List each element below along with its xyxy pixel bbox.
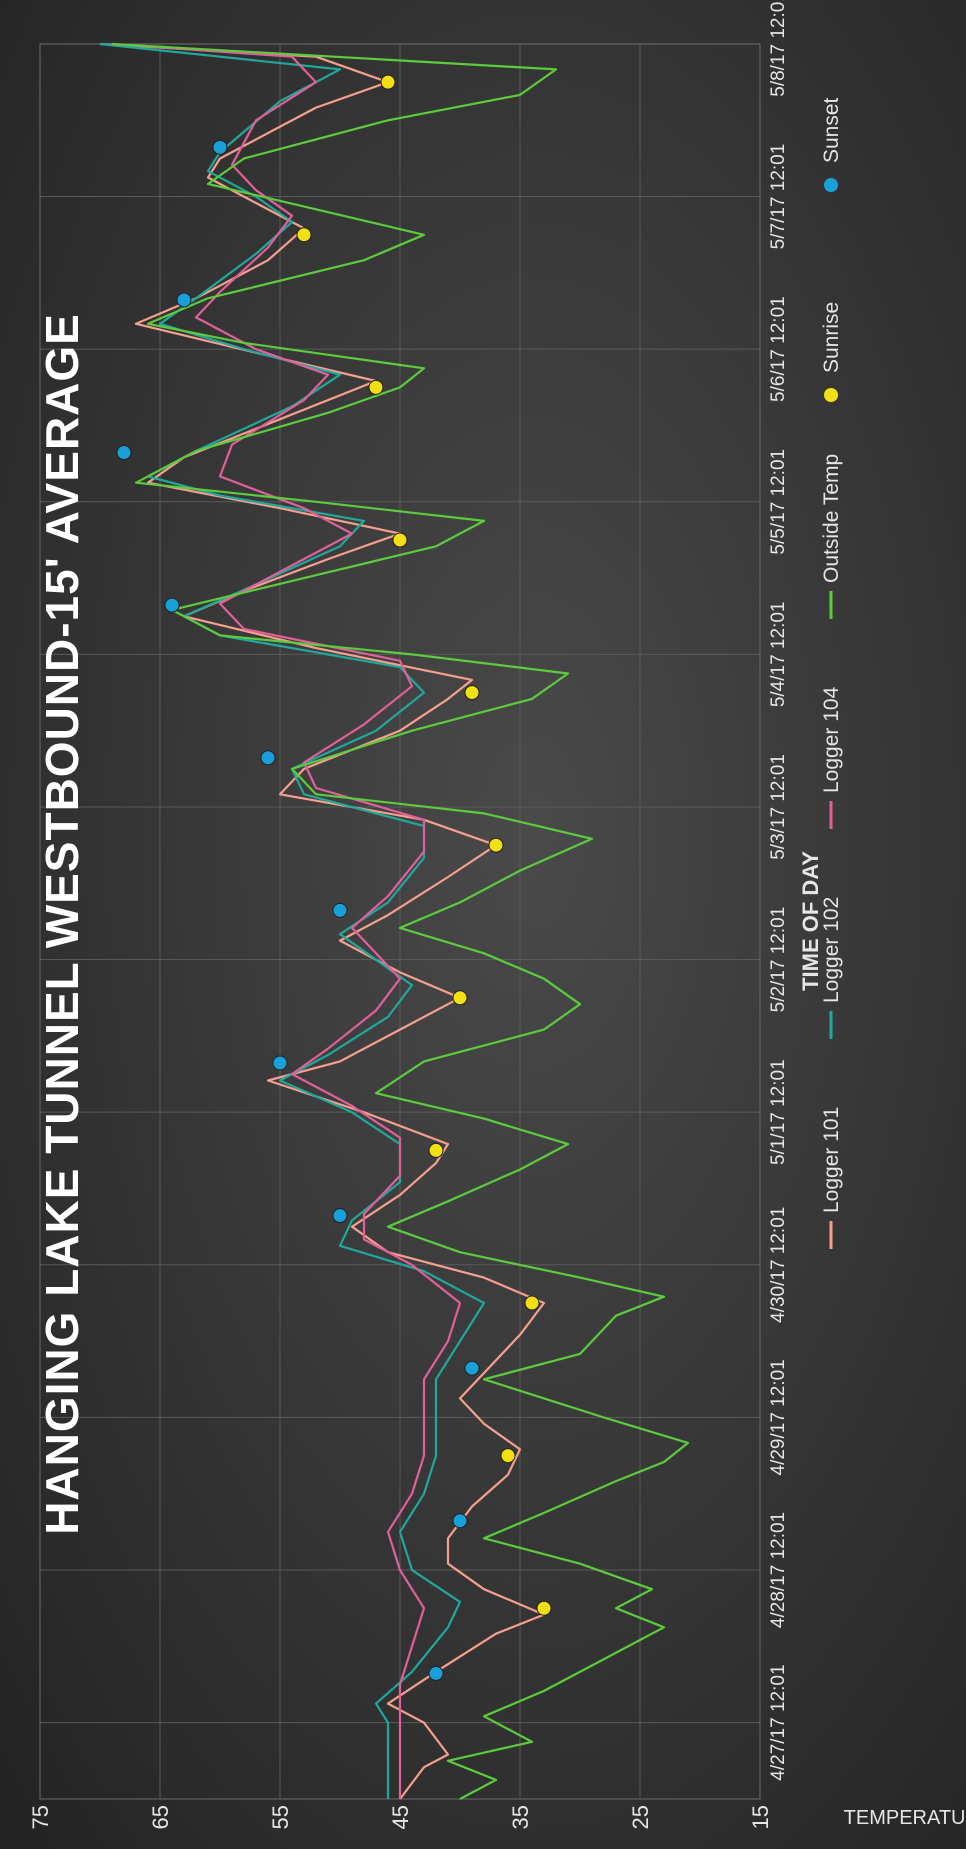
sunset-point	[428, 1665, 444, 1681]
chart-title: HANGING LAKE TUNNEL WESTBOUND-15' AVERAG…	[36, 313, 88, 1535]
legend-marker	[824, 178, 838, 192]
series-line-outside-temp	[111, 42, 690, 1800]
legend-label: Logger 101	[820, 1107, 843, 1213]
x-tick-label: 5/2/17 12:01	[768, 907, 789, 1013]
x-tick-labels: 4/27/17 12:01 4/28/17 12:01 4/29/17 12:01 4…	[768, 0, 789, 1781]
series-layer	[99, 42, 690, 1800]
y-tick-label: 15	[748, 1805, 773, 1829]
y-tick-label: 25	[628, 1805, 653, 1829]
sunrise-point	[500, 1448, 516, 1464]
legend-label: Sunset	[820, 97, 843, 163]
x-tick-label: 5/1/17 12:01	[768, 1059, 789, 1165]
series-line-logger-101	[99, 42, 546, 1800]
sunset-point	[260, 750, 276, 766]
sunset-point	[452, 1513, 468, 1529]
series-sunrise-points	[296, 74, 552, 1616]
x-tick-label: 4/28/17 12:01	[768, 1512, 789, 1628]
legend-item: Outside Temp	[820, 454, 843, 619]
sunrise-point	[368, 379, 384, 395]
legend-item: Logger 102	[820, 897, 843, 1039]
legend-item: Logger 101	[820, 1107, 843, 1249]
x-axis-label: TIME OF DAY	[798, 851, 823, 991]
legend-item: Sunset	[820, 97, 843, 192]
legend-marker	[824, 388, 838, 402]
sunrise-point	[392, 532, 408, 548]
x-tick-label: 5/4/17 12:01	[768, 602, 789, 708]
sunrise-point	[380, 74, 396, 90]
y-axis-label: TEMPERATURE (°F)	[844, 1807, 966, 1829]
sunset-point	[176, 292, 192, 308]
sunrise-point	[488, 837, 504, 853]
sunrise-point	[524, 1295, 540, 1311]
sunrise-point	[296, 227, 312, 243]
y-tick-label: 35	[508, 1805, 533, 1829]
series-sunset-points	[116, 139, 480, 1681]
sunrise-point	[464, 685, 480, 701]
sunset-point	[332, 902, 348, 918]
series-line-logger-104	[111, 42, 462, 1799]
sunrise-point	[428, 1142, 444, 1158]
x-tick-label: 5/5/17 12:01	[768, 449, 789, 555]
legend-label: Sunrise	[820, 302, 843, 373]
x-tick-label: 4/29/17 12:01	[768, 1359, 789, 1475]
sunset-point	[116, 445, 132, 461]
y-tick-label: 75	[28, 1805, 53, 1829]
y-tick-label: 65	[148, 1805, 173, 1829]
x-tick-label: 5/6/17 12:01	[768, 296, 789, 402]
x-tick-label: 4/27/17 12:01	[768, 1664, 789, 1780]
x-tick-label: 4/30/17 12:01	[768, 1207, 789, 1323]
sunset-point	[332, 1208, 348, 1224]
y-tick-label: 45	[388, 1805, 413, 1829]
sunset-point	[272, 1055, 288, 1071]
sunset-point	[212, 139, 228, 155]
x-tick-label: 5/3/17 12:01	[768, 754, 789, 860]
sunrise-point	[536, 1600, 552, 1616]
legend-label: Logger 102	[820, 897, 843, 1003]
legend: Logger 101 Logger 102 Logger 104 Outside Te…	[820, 97, 843, 1249]
legend-label: Logger 104	[820, 686, 843, 793]
legend-item: Sunrise	[820, 302, 843, 402]
sunset-point	[164, 597, 180, 613]
y-tick-label: 55	[268, 1805, 293, 1829]
x-tick-label: 5/7/17 12:01	[768, 144, 789, 250]
legend-item: Logger 104	[820, 686, 843, 829]
sunrise-point	[452, 990, 468, 1006]
sunset-point	[464, 1360, 480, 1376]
legend-label: Outside Temp	[820, 454, 843, 583]
x-tick-label: 5/8/17 12:01	[768, 0, 789, 97]
y-tick-labels: 75 65 55 45 35 25 15	[28, 1805, 773, 1829]
